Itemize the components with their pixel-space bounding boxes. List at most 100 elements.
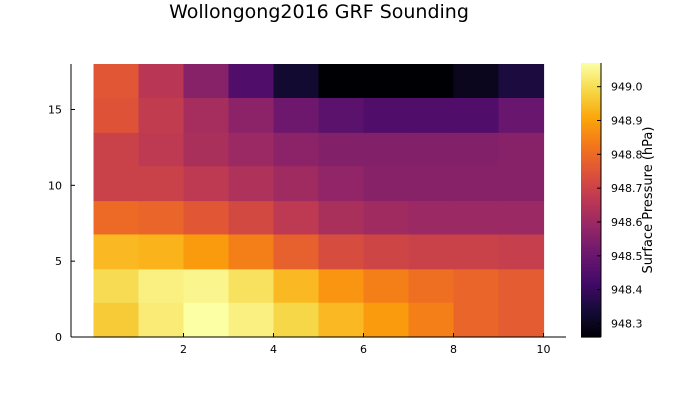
colorbar-segment (581, 261, 601, 265)
colorbar-segment (581, 120, 601, 123)
heatmap-cell (453, 268, 500, 303)
heatmap-cell (498, 268, 545, 303)
axes: 2 4 6 8 10 0 5 10 15 (48, 64, 566, 356)
colorbar-segment (581, 186, 601, 190)
x-tick-label: 4 (270, 343, 277, 356)
colorbar-segment (581, 259, 601, 263)
colorbar-segment (581, 229, 601, 233)
colorbar-tick-label: 948.4 (611, 284, 643, 297)
colorbar-segment (581, 147, 601, 151)
heatmap-cell (498, 165, 545, 202)
colorbar-segment (581, 195, 601, 199)
colorbar-segment (581, 227, 601, 231)
colorbar-segment (581, 181, 601, 185)
heatmap-cell (228, 97, 275, 133)
colorbar-segment (581, 115, 601, 119)
heatmap-cell (318, 97, 365, 133)
colorbar-segment (581, 277, 601, 281)
heatmap-cell (228, 233, 275, 270)
colorbar-segment (581, 165, 601, 169)
colorbar-segment (581, 174, 601, 178)
heatmap-cell (228, 200, 275, 235)
colorbar-segment (581, 124, 601, 128)
colorbar-segment (581, 330, 601, 334)
y-tick-label: 15 (48, 104, 62, 117)
heatmap-cell (363, 64, 410, 98)
heatmap-cell (138, 268, 185, 303)
colorbar-segment (581, 122, 601, 126)
heatmap-cell (363, 200, 410, 235)
heatmap-cell (93, 233, 140, 270)
colorbar-segment (581, 323, 601, 327)
x-tick-label: 6 (360, 343, 367, 356)
colorbar-segment (581, 211, 601, 215)
heatmap-cell (273, 97, 320, 133)
heatmap-cell (363, 233, 410, 270)
heatmap-cell (138, 200, 185, 235)
colorbar-segment (581, 184, 601, 187)
colorbar-segment (581, 97, 601, 101)
colorbar-segment (581, 188, 601, 192)
colorbar-tick-label: 948.7 (611, 182, 643, 195)
colorbar-segment (581, 179, 601, 183)
heatmap-cell (498, 132, 545, 167)
colorbar-segment (581, 236, 601, 240)
y-tick-label: 5 (55, 255, 62, 268)
colorbar-segment (581, 140, 601, 144)
heatmap-cell (273, 165, 320, 202)
colorbar-segment (581, 74, 601, 78)
colorbar-segment (581, 257, 601, 260)
colorbar-segment (581, 113, 601, 117)
colorbar-segment (581, 275, 601, 279)
heatmap-cell (183, 165, 230, 202)
colorbar-segment (581, 222, 601, 226)
colorbar-segment (581, 69, 601, 73)
heatmap-cell (408, 97, 455, 133)
colorbar-tick-label: 948.3 (611, 317, 643, 330)
colorbar-segment (581, 327, 601, 331)
heatmap-cell (183, 233, 230, 270)
heatmap-cell (318, 302, 365, 338)
heatmap-cell (93, 165, 140, 202)
heatmap-cells (93, 64, 545, 338)
colorbar-segment (581, 78, 601, 82)
colorbar-segment (581, 218, 601, 222)
heatmap-cell (363, 132, 410, 167)
colorbar-segment (581, 83, 601, 87)
heatmap-cell (363, 302, 410, 338)
heatmap-cell (498, 64, 545, 98)
heatmap-cell (363, 97, 410, 133)
colorbar-segment (581, 152, 601, 155)
heatmap-cell (93, 200, 140, 235)
colorbar-segment (581, 106, 601, 110)
heatmap-cell (228, 302, 275, 338)
heatmap-cell (273, 268, 320, 303)
colorbar-segment (581, 289, 601, 292)
colorbar-segment (581, 266, 601, 270)
colorbar-tick-label: 948.6 (611, 216, 643, 229)
colorbar-segment (581, 316, 601, 320)
colorbar-tick-label: 949.0 (611, 81, 643, 94)
colorbar-segment (581, 209, 601, 213)
colorbar-segment (581, 67, 601, 71)
heatmap-cell (138, 132, 185, 167)
colorbar-segment (581, 220, 601, 224)
heatmap-cell (408, 200, 455, 235)
colorbar-segment (581, 172, 601, 176)
colorbar-segment (581, 101, 601, 105)
heatmap-cell (408, 233, 455, 270)
colorbar-segment (581, 282, 601, 286)
colorbar-segment (581, 94, 601, 98)
heatmap-cell (318, 132, 365, 167)
colorbar-segment (581, 193, 601, 197)
heatmap-cell (408, 132, 455, 167)
y-tick-label: 10 (48, 179, 62, 192)
heatmap-cell (363, 268, 410, 303)
colorbar-segment (581, 63, 601, 66)
colorbar-segment (581, 300, 601, 304)
colorbar-segment (581, 88, 601, 91)
colorbar-segment (581, 158, 601, 162)
heatmap-cell (453, 302, 500, 338)
heatmap-cell (273, 132, 320, 167)
